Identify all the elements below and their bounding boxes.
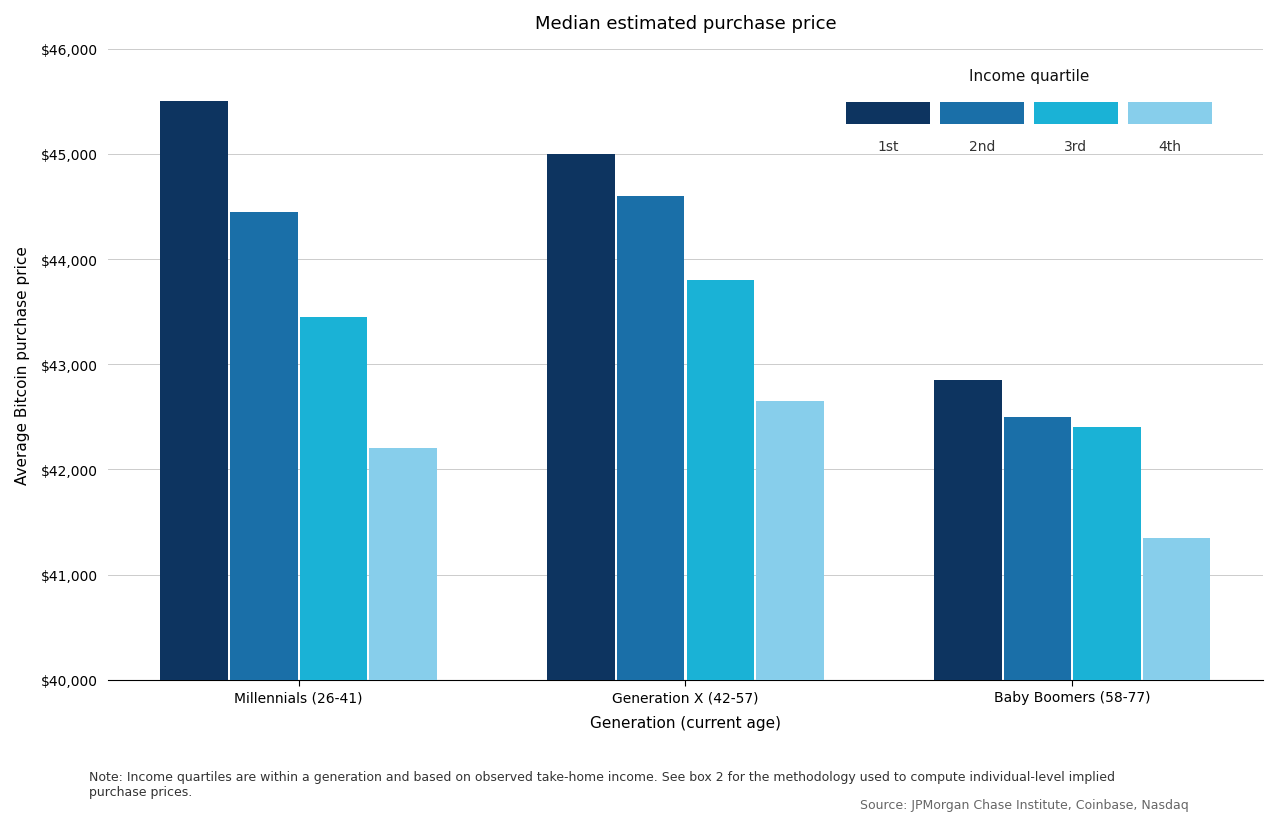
Text: Note: Income quartiles are within a generation and based on observed take-home i: Note: Income quartiles are within a gene… [89,771,1116,799]
Text: 3rd: 3rd [1065,140,1088,154]
Bar [617,197,685,819]
Text: 4th: 4th [1158,140,1181,154]
Bar [300,318,367,819]
Text: 1st: 1st [877,140,898,154]
Bar [934,381,1002,819]
Bar [230,213,298,819]
Text: Income quartile: Income quartile [969,70,1089,84]
Text: 2nd: 2nd [969,140,996,154]
Bar [939,102,1024,125]
Title: Median estimated purchase price: Median estimated purchase price [534,15,836,33]
X-axis label: Generation (current age): Generation (current age) [590,715,781,731]
Bar [1074,428,1141,819]
Text: Source: JPMorgan Chase Institute, Coinbase, Nasdaq: Source: JPMorgan Chase Institute, Coinba… [860,798,1189,811]
Bar [1034,102,1118,125]
Bar [547,155,615,819]
Bar [1003,418,1071,819]
Bar [686,281,754,819]
Bar [757,401,824,819]
Bar [1143,538,1210,819]
Bar [1127,102,1212,125]
Bar [161,102,227,819]
Bar [369,449,437,819]
Y-axis label: Average Bitcoin purchase price: Average Bitcoin purchase price [15,246,29,484]
Bar [846,102,930,125]
